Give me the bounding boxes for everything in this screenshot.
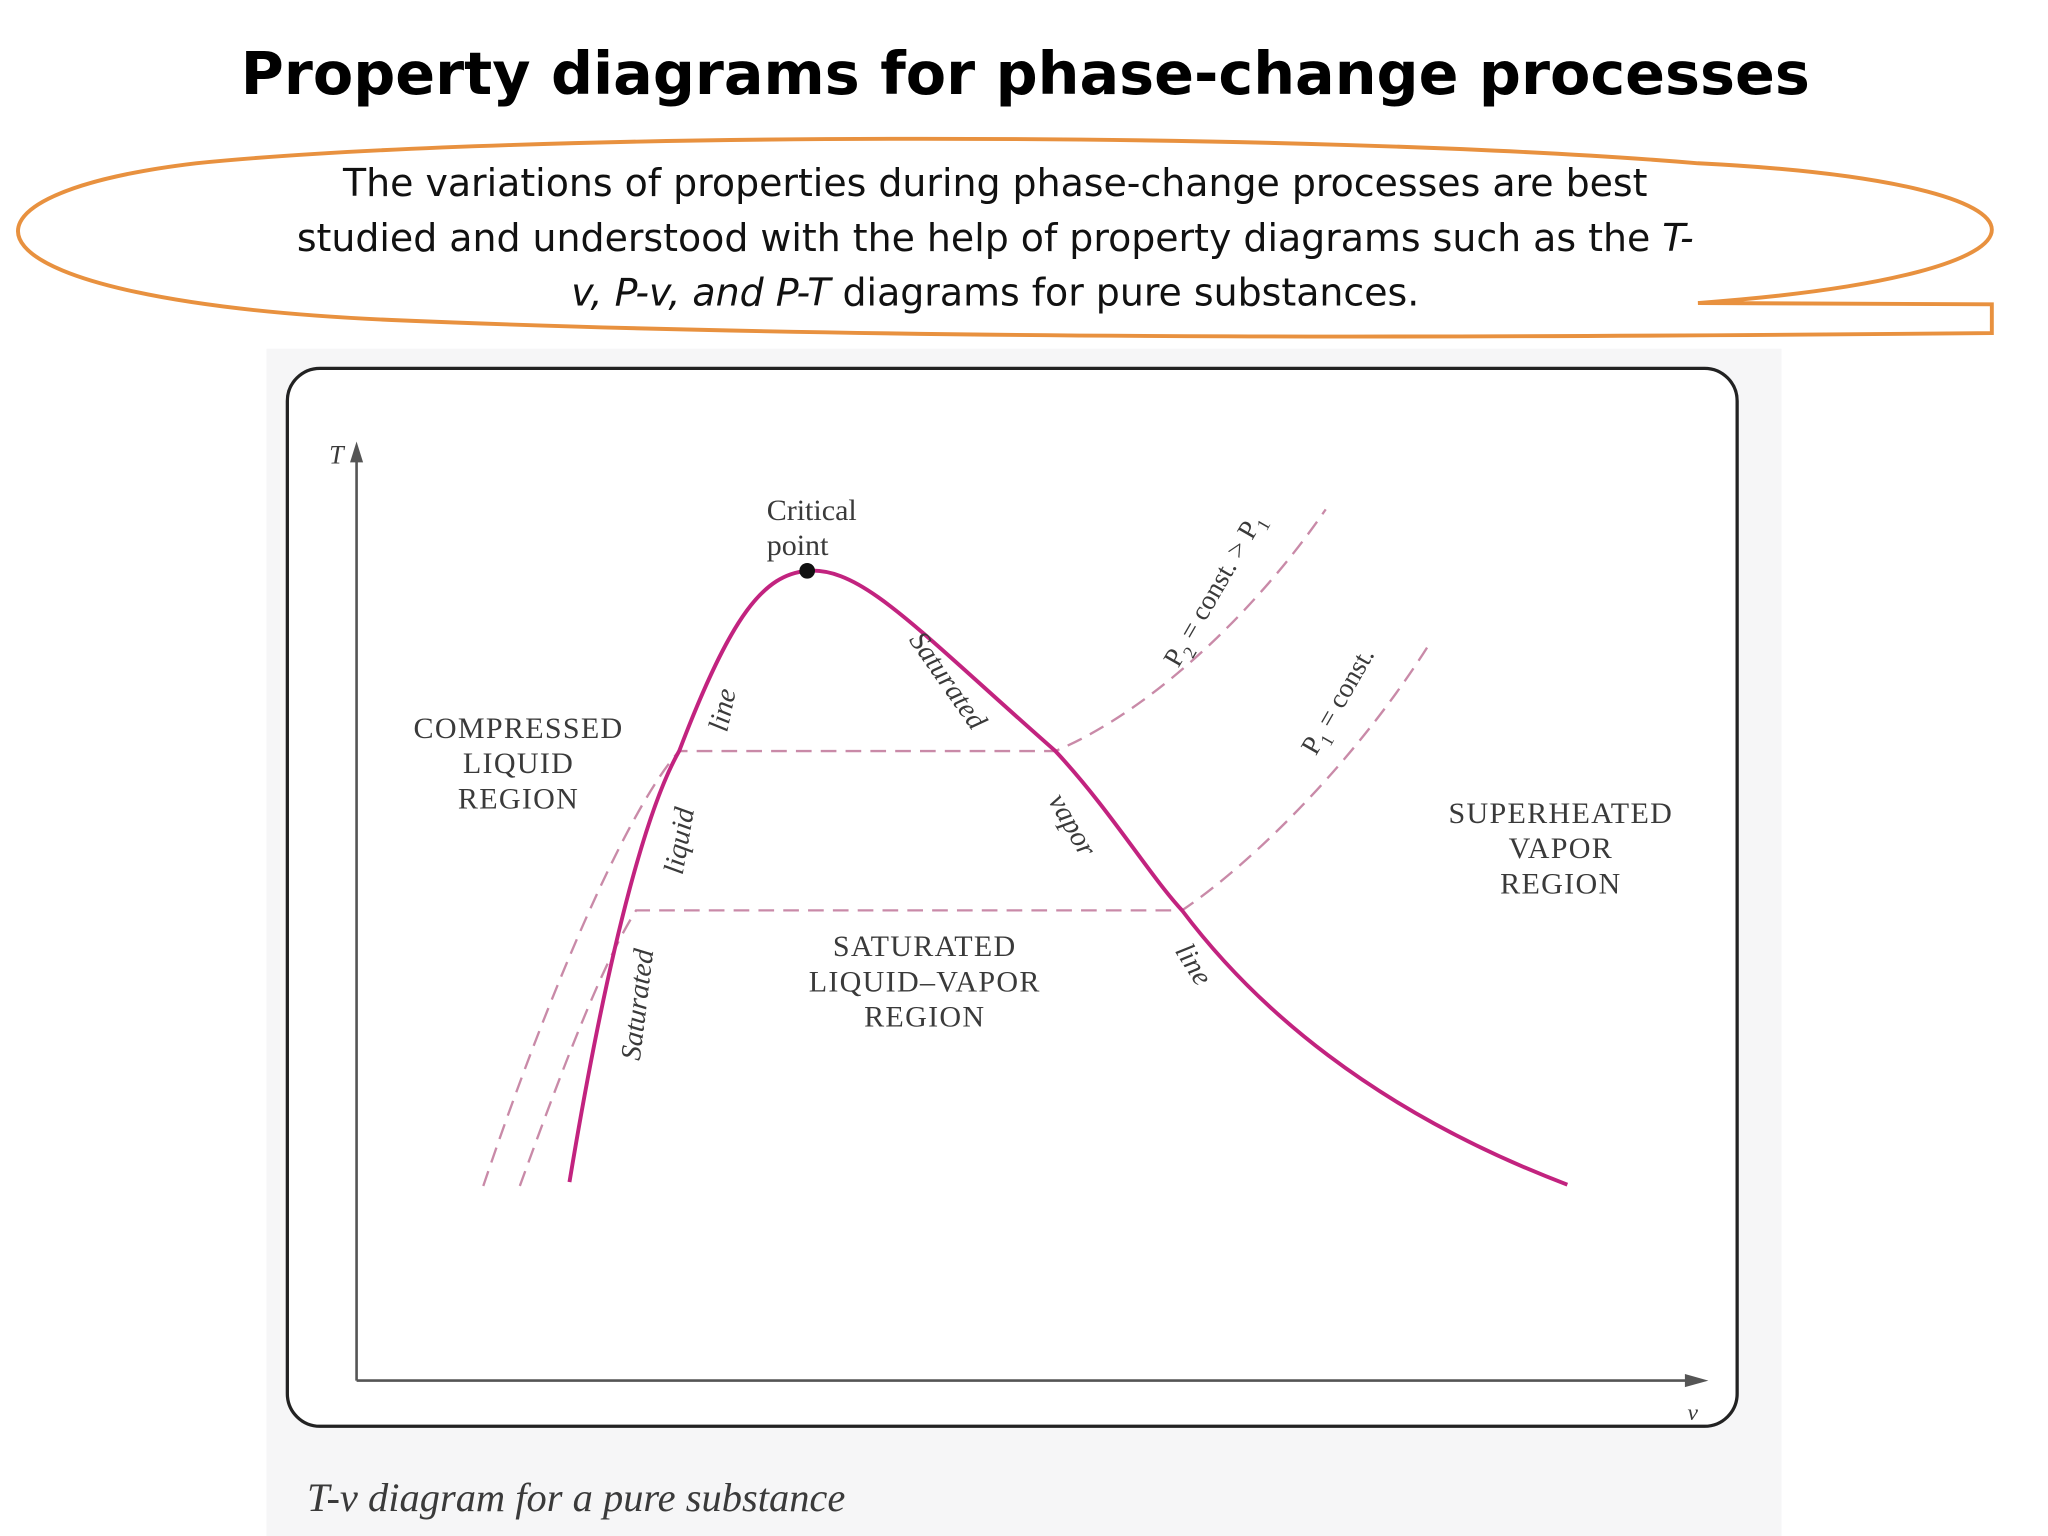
region-label: REGION bbox=[458, 782, 579, 815]
text-italic: T- bbox=[1662, 216, 1693, 260]
region-label: SATURATED bbox=[833, 930, 1017, 963]
region-label: LIQUID bbox=[463, 747, 574, 780]
description-line: studied and understood with the help of … bbox=[297, 216, 1694, 260]
critical-point bbox=[799, 562, 816, 579]
saturation-dome bbox=[567, 568, 1569, 1187]
region-label: LIQUID–VAPOR bbox=[809, 965, 1041, 998]
critical-label: Critical bbox=[767, 494, 857, 527]
arrow bbox=[1684, 1374, 1709, 1388]
text-italic: v, P-v, and P-T bbox=[571, 271, 833, 315]
region-label: SUPERHEATED bbox=[1449, 797, 1674, 830]
region-label: VAPOR bbox=[1509, 832, 1613, 865]
text: studied and understood with the help of … bbox=[297, 216, 1662, 260]
figure-frame bbox=[285, 366, 1739, 1428]
region-label: COMPRESSED bbox=[414, 712, 624, 745]
axes bbox=[350, 441, 1709, 1388]
x-axis-label: v bbox=[1688, 1400, 1699, 1426]
description-line: v, P-v, and P-T diagrams for pure substa… bbox=[571, 271, 1419, 315]
region-label: REGION bbox=[1500, 867, 1621, 900]
arrow bbox=[350, 441, 364, 463]
caption: T-v diagram for a pure substance bbox=[307, 1475, 845, 1520]
critical-label: point bbox=[767, 529, 829, 562]
description: The variations of properties during phas… bbox=[297, 161, 1694, 315]
text: diagrams for pure substances. bbox=[830, 271, 1419, 315]
description-line: The variations of properties during phas… bbox=[342, 161, 1648, 205]
callout-outline bbox=[16, 136, 1994, 339]
title: Property diagrams for phase-change proce… bbox=[241, 39, 1810, 108]
text: The variations of properties during phas… bbox=[342, 161, 1648, 205]
region-label: REGION bbox=[864, 1001, 985, 1034]
y-axis-label: T bbox=[329, 441, 346, 470]
